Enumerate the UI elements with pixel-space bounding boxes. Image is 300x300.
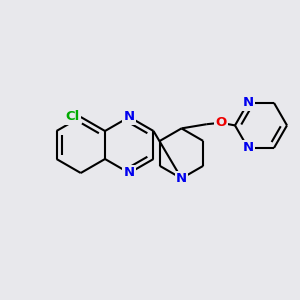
Text: Cl: Cl	[66, 110, 80, 124]
Text: N: N	[242, 96, 253, 110]
Text: N: N	[124, 167, 135, 179]
Text: N: N	[242, 141, 253, 154]
Text: N: N	[176, 172, 187, 185]
Text: O: O	[215, 116, 226, 129]
Text: N: N	[124, 110, 135, 124]
